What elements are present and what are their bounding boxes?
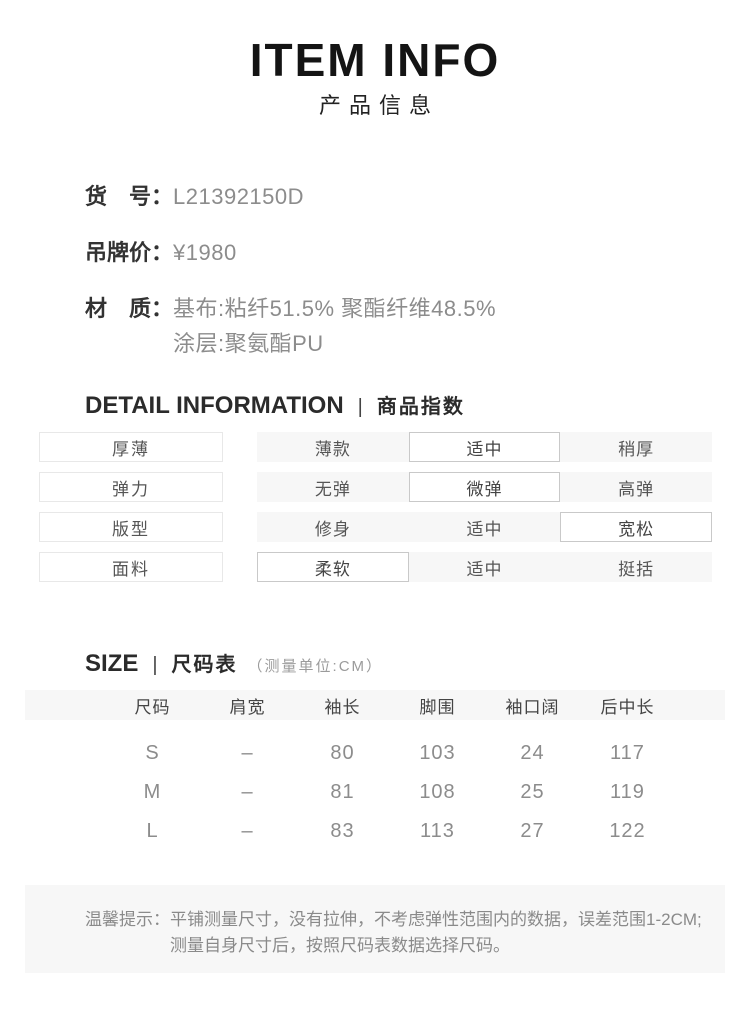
- size-cell: 83: [330, 820, 355, 842]
- size-cell: S: [145, 742, 160, 764]
- detail-option: 挺括: [560, 552, 712, 582]
- info-row-material: 材 质： 基布:粘纤51.5% 聚酯纤维48.5% 涂层:聚氨酯PU: [85, 297, 750, 356]
- detail-row-label: 版型: [39, 512, 223, 542]
- detail-row-label: 弹力: [39, 472, 223, 502]
- size-cell: 25: [520, 781, 545, 803]
- notice-text: 平铺测量尺寸，没有拉伸，不考虑弹性范围内的数据，误差范围1-2CM; 测量自身尺…: [170, 907, 702, 959]
- notice-line2: 测量自身尺寸后，按照尺码表数据选择尺码。: [170, 936, 510, 955]
- size-row-m: M – 81 108 25 119: [25, 773, 725, 812]
- size-heading-zh: 尺码表: [171, 654, 238, 676]
- info-row-tag-price: 吊牌价： ¥1980: [85, 241, 750, 265]
- notice-line1: 平铺测量尺寸，没有拉伸，不考虑弹性范围内的数据，误差范围1-2CM;: [170, 910, 702, 929]
- product-info-section: 货 号： L21392150D 吊牌价： ¥1980 材 质： 基布:粘纤51.…: [85, 185, 750, 356]
- size-heading-en: SIZE: [85, 650, 139, 677]
- size-table-header: 尺码 肩宽 袖长 脚围 袖口阔 后中长: [25, 690, 725, 720]
- size-col-header: 尺码: [134, 697, 171, 717]
- size-cell: 81: [330, 781, 355, 803]
- detail-option: 适中: [408, 432, 561, 462]
- heading-divider: |: [357, 396, 363, 418]
- material-value: 基布:粘纤51.5% 聚酯纤维48.5% 涂层:聚氨酯PU: [173, 297, 496, 356]
- page-subtitle: 产品信息: [318, 93, 439, 118]
- detail-option: 修身: [257, 512, 409, 542]
- size-cell: –: [241, 781, 254, 803]
- size-cell: 24: [520, 742, 545, 764]
- detail-option: 高弹: [560, 472, 712, 502]
- detail-row-options: 无弹 微弹 高弹: [257, 472, 712, 502]
- detail-option: 稍厚: [560, 432, 712, 462]
- item-number-label: 货 号：: [85, 184, 174, 209]
- detail-row-elasticity: 弹力 无弹 微弹 高弹: [39, 472, 712, 502]
- tag-price-value: ¥1980: [173, 240, 237, 265]
- detail-row-label: 面料: [39, 552, 223, 582]
- detail-row-options: 薄款 适中 稍厚: [257, 432, 712, 462]
- size-section-heading: SIZE | 尺码表 （测量单位:CM）: [85, 648, 750, 678]
- detail-option: 适中: [408, 552, 561, 582]
- size-cell: 117: [610, 742, 645, 764]
- size-cell: 113: [420, 820, 455, 842]
- detail-row-options: 柔软 适中 挺括: [257, 552, 712, 582]
- detail-index-table: 厚薄 薄款 适中 稍厚 弹力 无弹 微弹 高弹 版型 修身 适中 宽松: [39, 432, 712, 582]
- tag-price-label: 吊牌价：: [85, 240, 174, 265]
- size-col-header: 袖长: [324, 697, 361, 717]
- info-row-item-number: 货 号： L21392150D: [85, 185, 750, 209]
- material-label: 材 质：: [85, 296, 174, 321]
- size-col-header: 后中长: [600, 697, 655, 717]
- detail-row-label: 厚薄: [39, 432, 223, 462]
- heading-divider: |: [152, 654, 158, 676]
- size-cell: 103: [419, 742, 456, 764]
- size-col-header: 肩宽: [229, 697, 266, 717]
- size-cell: –: [241, 742, 254, 764]
- detail-row-fit: 版型 修身 适中 宽松: [39, 512, 712, 542]
- material-line2: 涂层:聚氨酯PU: [173, 331, 324, 356]
- size-unit-note: （测量单位:CM）: [247, 658, 384, 675]
- material-line1: 基布:粘纤51.5% 聚酯纤维48.5%: [173, 296, 497, 321]
- size-row-s: S – 80 103 24 117: [25, 734, 725, 773]
- detail-option: 无弹: [257, 472, 409, 502]
- size-col-header: 袖口阔: [505, 697, 560, 717]
- detail-option: 柔软: [257, 552, 409, 582]
- detail-option: 微弹: [408, 472, 561, 502]
- size-cell: 122: [609, 820, 646, 842]
- notice-label: 温馨提示：: [85, 910, 170, 929]
- size-cell: 119: [610, 781, 645, 803]
- item-number-value: L21392150D: [173, 184, 305, 209]
- detail-row-options: 修身 适中 宽松: [257, 512, 712, 542]
- size-row-l: L – 83 113 27 122: [25, 812, 725, 851]
- detail-heading-zh: 商品指数: [376, 396, 465, 418]
- detail-row-thickness: 厚薄 薄款 适中 稍厚: [39, 432, 712, 462]
- size-col-header: 脚围: [419, 697, 456, 717]
- size-cell: M: [143, 781, 162, 803]
- size-cell: –: [241, 820, 254, 842]
- size-cell: L: [146, 820, 159, 842]
- detail-row-fabric: 面料 柔软 适中 挺括: [39, 552, 712, 582]
- page-header: ITEM INFO 产品信息: [0, 0, 750, 119]
- page-title: ITEM INFO: [249, 34, 501, 86]
- detail-heading-en: DETAIL INFORMATION: [85, 392, 344, 419]
- size-cell: 108: [419, 781, 456, 803]
- detail-option: 宽松: [560, 512, 712, 542]
- detail-option: 适中: [408, 512, 561, 542]
- size-cell: 80: [330, 742, 355, 764]
- detail-option: 薄款: [257, 432, 409, 462]
- size-cell: 27: [520, 820, 545, 842]
- detail-section-heading: DETAIL INFORMATION | 商品指数: [85, 390, 750, 420]
- measurement-notice: 温馨提示： 平铺测量尺寸，没有拉伸，不考虑弹性范围内的数据，误差范围1-2CM;…: [25, 885, 725, 973]
- size-chart-table: 尺码 肩宽 袖长 脚围 袖口阔 后中长 S – 80 103 24 117 M …: [25, 690, 725, 851]
